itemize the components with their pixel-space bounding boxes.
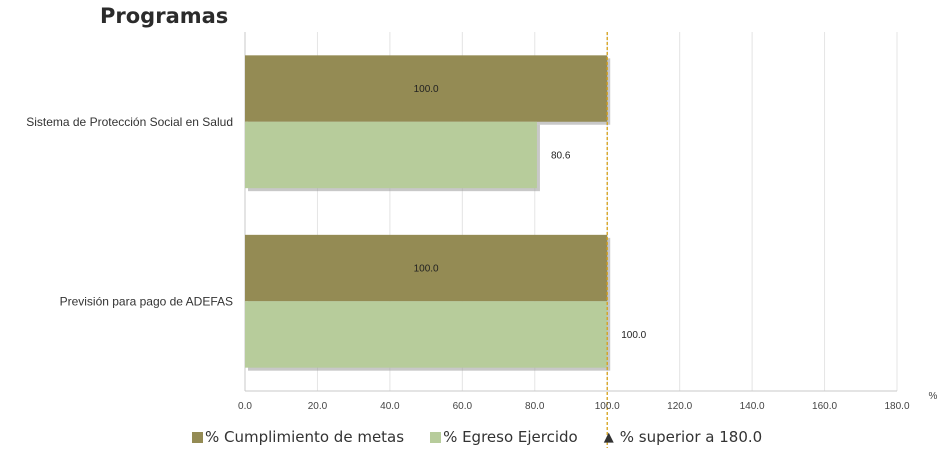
x-tick-label: 140.0: [740, 401, 765, 412]
x-tick-label: 120.0: [667, 401, 692, 412]
legend-item-cumplimiento: % Cumplimiento de metas: [192, 428, 404, 446]
chart-title: Programas: [100, 4, 229, 28]
bar-egreso: [245, 301, 608, 368]
legend: % Cumplimiento de metas % Egreso Ejercid…: [192, 428, 788, 446]
data-label: 100.0: [414, 264, 439, 275]
category-label: Previsión para pago de ADEFAS: [60, 294, 233, 308]
x-unit-label: %: [929, 391, 938, 402]
legend-label-egreso: % Egreso Ejercido: [443, 428, 578, 446]
data-label: 100.0: [621, 330, 646, 341]
x-tick-label: 40.0: [380, 401, 400, 412]
x-tick-label: 80.0: [525, 401, 545, 412]
x-tick-label: 100.0: [595, 401, 620, 412]
legend-label-cumplimiento: % Cumplimiento de metas: [205, 428, 405, 446]
bar-cumplimiento: [245, 55, 608, 122]
triangle-up-icon: ▲: [603, 429, 614, 445]
category-label: Sistema de Protección Social en Salud: [26, 115, 233, 129]
x-tick-label: 0.0: [238, 401, 252, 412]
data-label: 80.6: [551, 150, 571, 161]
x-tick-label: 60.0: [453, 401, 473, 412]
x-tick-label: 180.0: [884, 401, 909, 412]
legend-item-egreso: % Egreso Ejercido: [430, 428, 578, 446]
data-label: 100.0: [414, 84, 439, 95]
bar-egreso: [245, 121, 537, 189]
x-tick-label: 20.0: [308, 401, 328, 412]
legend-swatch-cumplimiento: [192, 431, 203, 443]
x-tick-label: 160.0: [812, 401, 837, 412]
legend-swatch-egreso: [430, 431, 442, 443]
legend-item-superior: ▲ % superior a 180.0: [604, 428, 762, 446]
bar-cumplimiento: [245, 234, 608, 302]
legend-label-superior: % superior a 180.0: [619, 428, 763, 446]
